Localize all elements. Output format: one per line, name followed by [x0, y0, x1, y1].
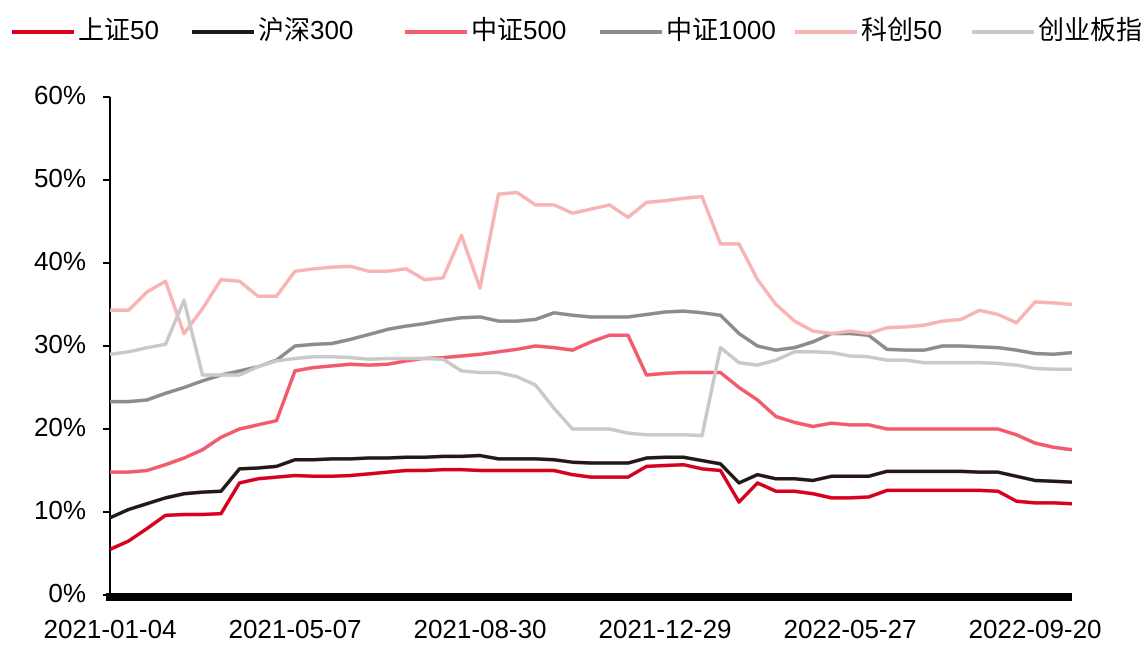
series-line [109, 462, 1073, 551]
y-tick-label: 0% [48, 578, 86, 608]
y-tick-label: 20% [34, 412, 86, 442]
series-line [109, 453, 1073, 520]
y-tick-label: 60% [34, 80, 86, 110]
y-tick-label: 30% [34, 329, 86, 359]
legend-label: 科创50 [861, 15, 942, 45]
y-tick-label: 10% [34, 495, 86, 525]
x-tick-label: 2021-08-30 [414, 614, 547, 644]
x-tick-label: 2021-01-04 [44, 614, 177, 644]
y-tick-label: 50% [34, 163, 86, 193]
x-tick-label: 2021-05-07 [229, 614, 362, 644]
legend-label: 上证50 [78, 15, 159, 45]
legend-label: 沪深300 [258, 15, 353, 45]
series-line [110, 333, 1073, 474]
x-tick-label: 2022-09-20 [969, 614, 1102, 644]
x-tick-label: 2021-12-29 [599, 614, 732, 644]
series-line [110, 190, 1073, 336]
x-tick-label: 2022-05-27 [784, 614, 917, 644]
legend-label: 中证1000 [666, 15, 776, 45]
legend-label: 中证500 [471, 15, 566, 45]
series-line [109, 298, 1072, 438]
x-axis [106, 593, 1072, 601]
legend-label: 创业板指 [1038, 15, 1142, 45]
y-tick-label: 40% [34, 246, 86, 276]
